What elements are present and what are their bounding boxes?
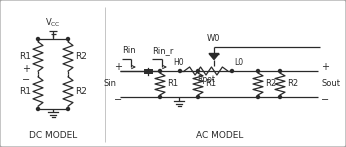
Text: R2: R2 <box>265 80 276 88</box>
Text: R2: R2 <box>75 87 87 96</box>
Text: Rin: Rin <box>122 46 136 55</box>
Circle shape <box>279 96 282 98</box>
Text: Rpot: Rpot <box>197 75 215 83</box>
Text: V$_{\mathregular{CC}}$: V$_{\mathregular{CC}}$ <box>45 16 61 29</box>
Circle shape <box>256 96 260 98</box>
Text: R2: R2 <box>287 80 298 88</box>
Circle shape <box>179 70 182 72</box>
Text: −: − <box>321 95 329 105</box>
Text: W0: W0 <box>206 34 220 43</box>
Circle shape <box>66 107 70 111</box>
Text: R1: R1 <box>205 80 216 88</box>
Circle shape <box>230 70 234 72</box>
Circle shape <box>279 70 282 72</box>
Text: H0: H0 <box>174 58 184 67</box>
Text: +: + <box>22 64 30 74</box>
Text: −: − <box>22 75 30 85</box>
Circle shape <box>66 37 70 41</box>
Circle shape <box>36 37 39 41</box>
Text: R1: R1 <box>19 52 31 61</box>
Text: +: + <box>321 62 329 72</box>
Text: −: − <box>114 95 122 105</box>
Circle shape <box>36 107 39 111</box>
Circle shape <box>197 70 200 72</box>
Polygon shape <box>209 54 219 60</box>
Text: R1: R1 <box>19 87 31 96</box>
Circle shape <box>256 70 260 72</box>
Text: R2: R2 <box>75 52 87 61</box>
Text: Rin_r: Rin_r <box>152 46 173 55</box>
Text: R1: R1 <box>167 80 178 88</box>
Text: L0: L0 <box>234 58 243 67</box>
Text: +: + <box>114 62 122 72</box>
Circle shape <box>158 70 162 72</box>
Text: Sout: Sout <box>321 80 340 88</box>
Text: DC MODEL: DC MODEL <box>29 131 77 140</box>
Text: Sin: Sin <box>103 80 116 88</box>
Circle shape <box>158 96 162 98</box>
Text: AC MODEL: AC MODEL <box>196 131 244 140</box>
Circle shape <box>197 96 200 98</box>
